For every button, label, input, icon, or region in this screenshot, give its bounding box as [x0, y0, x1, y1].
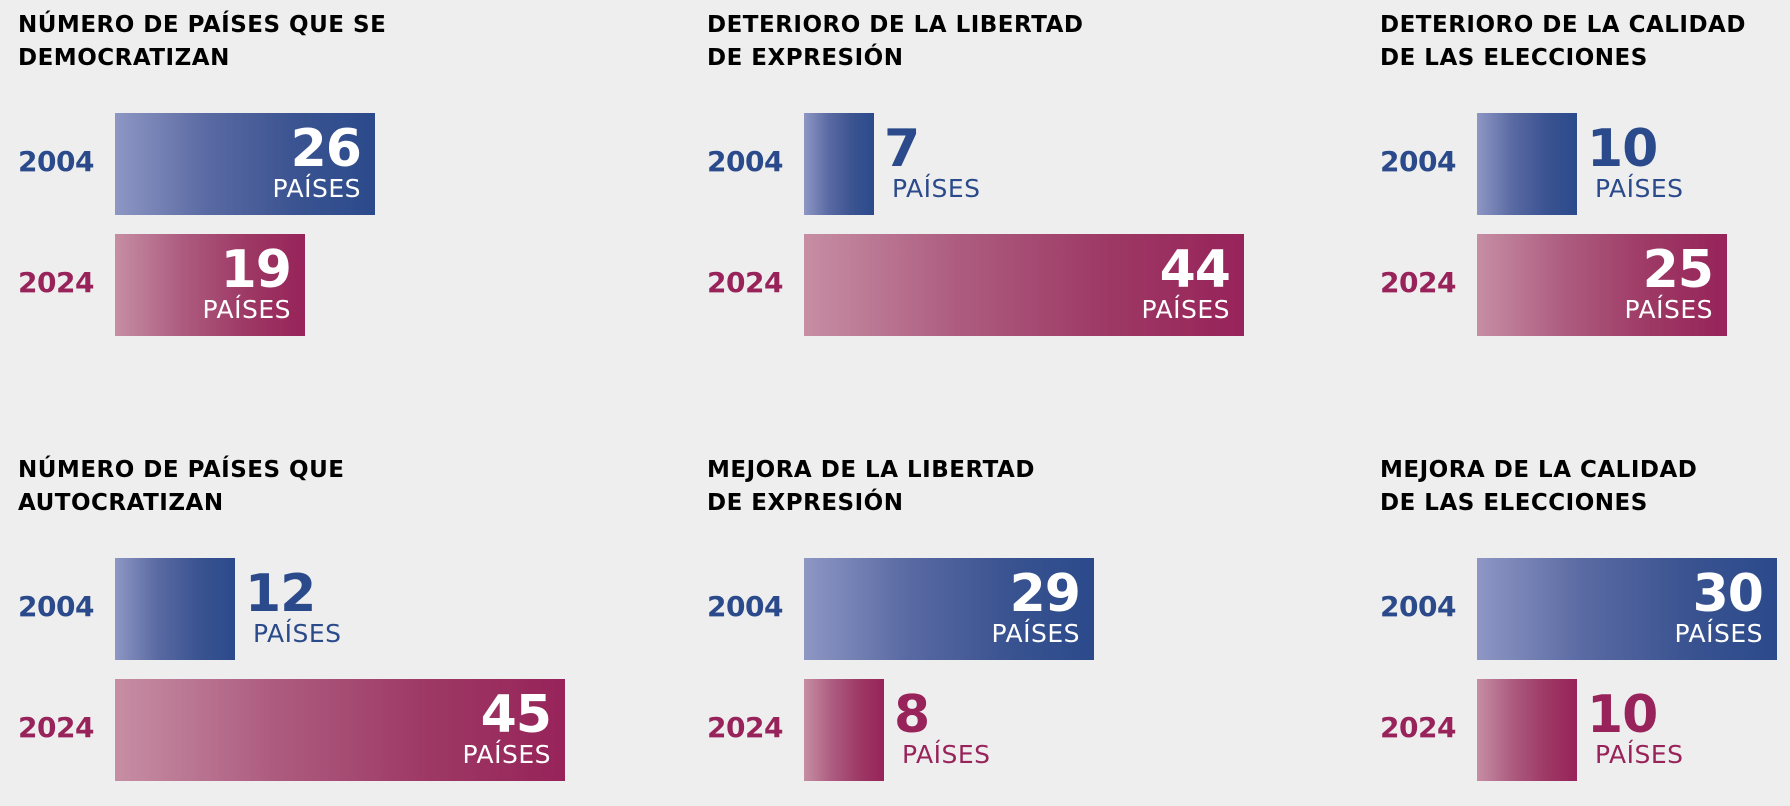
chart-title-line: DETERIORO DE LA CALIDAD: [1380, 12, 1746, 38]
year-label: 2004: [18, 145, 94, 178]
year-label: 2004: [18, 590, 94, 623]
value-label: 10: [1587, 119, 1658, 179]
chart-title-line: DE EXPRESIÓN: [707, 45, 904, 71]
year-label: 2024: [707, 266, 783, 299]
value-label: 29: [1009, 564, 1081, 624]
chart-title: NÚMERO DE PAÍSES QUE SE DEMOCRATIZAN: [18, 9, 386, 75]
chart-title-line: MEJORA DE LA LIBERTAD: [707, 457, 1035, 483]
unit-label: PAÍSES: [902, 740, 991, 769]
chart-title: DETERIORO DE LA CALIDAD DE LAS ELECCIONES: [1380, 9, 1746, 75]
chart-title-line: DE LAS ELECCIONES: [1380, 45, 1648, 71]
bar-2024: [1477, 234, 1727, 336]
unit-label: PAÍSES: [1595, 174, 1684, 203]
bar-row-2004: 2004 7 PAÍSES: [707, 113, 1407, 215]
chart-title: DETERIORO DE LA LIBERTAD DE EXPRESIÓN: [707, 9, 1084, 75]
value-label: 30: [1692, 564, 1764, 624]
bar-2004: [115, 113, 375, 215]
chart-title: MEJORA DE LA CALIDAD DE LAS ELECCIONES: [1380, 454, 1697, 520]
year-label: 2024: [1380, 711, 1456, 744]
chart-title-line: AUTOCRATIZAN: [18, 490, 224, 516]
year-label: 2024: [18, 266, 94, 299]
chart-title: NÚMERO DE PAÍSES QUE AUTOCRATIZAN: [18, 454, 345, 520]
unit-label: PAÍSES: [1595, 740, 1684, 769]
year-label: 2004: [1380, 145, 1456, 178]
bar-row-2004: 2004 12 PAÍSES: [18, 558, 718, 660]
bar-2024: [804, 679, 884, 781]
bar-row-2024: 2024 45 PAÍSES: [18, 679, 718, 781]
year-label: 2004: [707, 590, 783, 623]
chart-title-line: DE EXPRESIÓN: [707, 490, 904, 516]
bar-2004: [115, 558, 235, 660]
year-label: 2024: [18, 711, 94, 744]
year-label: 2004: [1380, 590, 1456, 623]
bar-2024: [115, 679, 565, 781]
value-label: 8: [894, 685, 930, 745]
bar-row-2004: 2004 26 PAÍSES: [18, 113, 718, 215]
chart-title-line: DETERIORO DE LA LIBERTAD: [707, 12, 1084, 38]
bar-2004: [804, 558, 1094, 660]
bar-row-2004: 2004 10 PAÍSES: [1380, 113, 1790, 215]
value-label: 12: [245, 564, 316, 624]
value-label: 26: [290, 119, 362, 179]
value-label: 7: [884, 119, 920, 179]
bar-row-2024: 2024 25 PAÍSES: [1380, 234, 1790, 336]
bar-row-2024: 2024 44 PAÍSES: [707, 234, 1407, 336]
chart-title-line: NÚMERO DE PAÍSES QUE: [18, 457, 345, 483]
chart-title-line: MEJORA DE LA CALIDAD: [1380, 457, 1698, 483]
bar-row-2024: 2024 8 PAÍSES: [707, 679, 1407, 781]
unit-label: PAÍSES: [272, 174, 361, 203]
bar-row-2004: 2004 30 PAÍSES: [1380, 558, 1790, 660]
unit-label: PAÍSES: [991, 619, 1080, 648]
bar-2024: [1477, 679, 1577, 781]
chart-title: MEJORA DE LA LIBERTAD DE EXPRESIÓN: [707, 454, 1035, 520]
value-label: 10: [1587, 685, 1658, 745]
bar-2024: [115, 234, 305, 336]
unit-label: PAÍSES: [892, 174, 981, 203]
chart-title-line: DE LAS ELECCIONES: [1380, 490, 1648, 516]
unit-label: PAÍSES: [1624, 295, 1713, 324]
value-label: 45: [480, 685, 552, 745]
unit-label: PAÍSES: [1674, 619, 1763, 648]
year-label: 2004: [707, 145, 783, 178]
unit-label: PAÍSES: [253, 619, 342, 648]
chart-title-line: NÚMERO DE PAÍSES QUE SE: [18, 12, 387, 38]
unit-label: PAÍSES: [1141, 295, 1230, 324]
bar-2004: [804, 113, 874, 215]
value-label: 25: [1642, 240, 1714, 300]
chart-title-line: DEMOCRATIZAN: [18, 45, 230, 71]
value-label: 44: [1159, 240, 1231, 300]
value-label: 19: [220, 240, 292, 300]
bar-2024: [804, 234, 1244, 336]
year-label: 2024: [707, 711, 783, 744]
bar-row-2024: 2024 10 PAÍSES: [1380, 679, 1790, 781]
bar-2004: [1477, 113, 1577, 215]
bar-row-2004: 2004 29 PAÍSES: [707, 558, 1407, 660]
bar-2004: [1477, 558, 1777, 660]
unit-label: PAÍSES: [202, 295, 291, 324]
year-label: 2024: [1380, 266, 1456, 299]
bar-row-2024: 2024 19 PAÍSES: [18, 234, 718, 336]
unit-label: PAÍSES: [462, 740, 551, 769]
